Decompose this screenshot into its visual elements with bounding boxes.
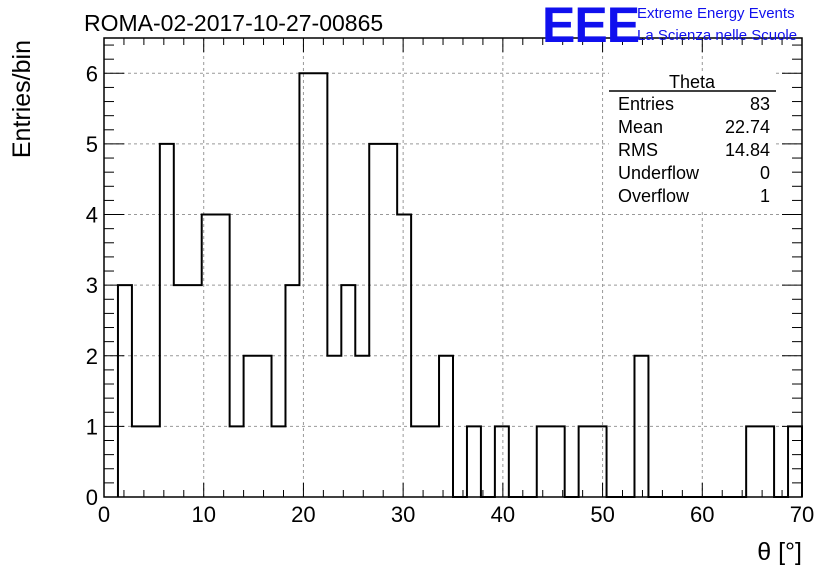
y-tick-label: 0 bbox=[86, 485, 98, 510]
y-tick-label: 6 bbox=[86, 61, 98, 86]
logo-line-2: La Scienza nelle Scuole bbox=[637, 27, 798, 44]
plot-title: ROMA-02-2017-10-27-00865 bbox=[84, 10, 384, 36]
y-tick-label: 1 bbox=[86, 414, 98, 439]
eee-logo: EEE bbox=[542, 0, 640, 53]
y-tick-label: 3 bbox=[86, 273, 98, 298]
x-tick-label: 20 bbox=[291, 502, 315, 527]
x-tick-label: 10 bbox=[191, 502, 215, 527]
axis-ticks bbox=[103, 38, 803, 498]
stats-label: Mean bbox=[618, 117, 663, 137]
stats-title: Theta bbox=[669, 72, 716, 92]
stats-label: Entries bbox=[618, 94, 674, 114]
stats-value: 22.74 bbox=[725, 117, 770, 137]
x-tick-label: 60 bbox=[690, 502, 714, 527]
stats-value: 0 bbox=[760, 163, 770, 183]
logo-line-1: Extreme Energy Events bbox=[637, 5, 795, 22]
stats-rows: Entries 83 Mean 22.74 RMS 14.84 Underflow 0 Over… bbox=[618, 94, 770, 206]
plot-frame bbox=[103, 37, 803, 498]
stats-value: 14.84 bbox=[725, 140, 770, 160]
x-axis-label: θ [°] bbox=[757, 538, 802, 566]
y-tick-label: 2 bbox=[86, 344, 98, 369]
stats-box: Theta Entries 83 Mean 22.74 RMS 14.84 Underflo… bbox=[609, 72, 776, 210]
stats-label: Underflow bbox=[618, 163, 700, 183]
x-tick-label: 0 bbox=[98, 502, 110, 527]
x-tick-label: 70 bbox=[790, 502, 814, 527]
y-tick-label: 5 bbox=[86, 132, 98, 157]
x-tick-label: 40 bbox=[491, 502, 515, 527]
stats-value: 1 bbox=[760, 186, 770, 206]
stats-value: 83 bbox=[750, 94, 770, 114]
x-tick-label: 50 bbox=[590, 502, 614, 527]
y-axis-label: Entries/bin bbox=[8, 40, 36, 158]
y-tick-label: 4 bbox=[86, 203, 98, 228]
stats-label: Overflow bbox=[618, 186, 690, 206]
x-tick-label: 30 bbox=[391, 502, 415, 527]
stats-label: RMS bbox=[618, 140, 658, 160]
